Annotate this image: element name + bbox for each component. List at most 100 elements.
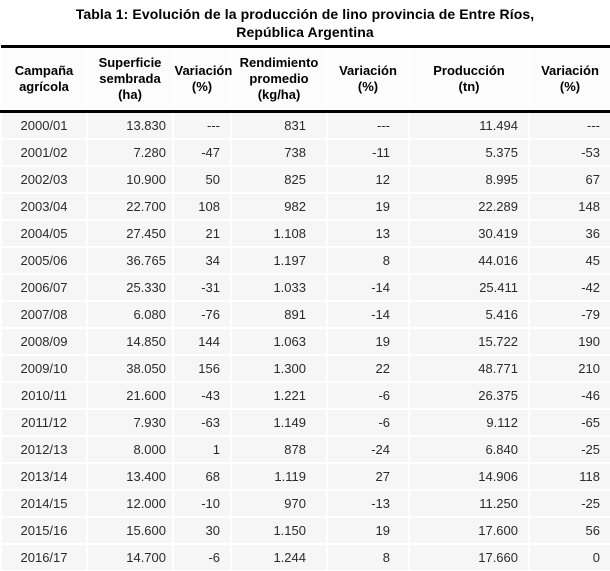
table-cell: 6.840: [408, 435, 530, 464]
table-cell: -6: [326, 408, 410, 437]
table-cell: 45: [528, 246, 610, 275]
table-row: 2014/15 12.000 -10 970 -13 11.250 -25: [0, 489, 610, 518]
table-cell: 13.830: [86, 110, 174, 140]
table-cell: -53: [528, 138, 610, 167]
table-cell: 15.722: [408, 327, 530, 356]
table-cell: 30.419: [408, 219, 530, 248]
table-cell: 156: [172, 354, 232, 383]
header-variacion-produccion: Variación (%): [528, 46, 610, 112]
table-cell: 14.850: [86, 327, 174, 356]
table-cell: -47: [172, 138, 232, 167]
table-cell: 2015/16: [0, 516, 88, 545]
table-row: 2003/04 22.700 108 982 19 22.289 148: [0, 192, 610, 221]
table-cell: 0: [528, 543, 610, 571]
table-cell: 10.900: [86, 165, 174, 194]
header-campana-agricola: Campaña agrícola: [0, 46, 88, 112]
table-cell: -31: [172, 273, 232, 302]
table-cell: 1.221: [230, 381, 328, 410]
table-row: 2005/06 36.765 34 1.197 8 44.016 45: [0, 246, 610, 275]
table-cell: 2004/05: [0, 219, 88, 248]
table-cell: 1.150: [230, 516, 328, 545]
table-cell: -11: [326, 138, 410, 167]
table-cell: 144: [172, 327, 232, 356]
table-cell: 2003/04: [0, 192, 88, 221]
table-cell: 67: [528, 165, 610, 194]
table-cell: 30: [172, 516, 232, 545]
table-cell: 22.289: [408, 192, 530, 221]
table-cell: 14.700: [86, 543, 174, 571]
table-row: 2016/17 14.700 -6 1.244 8 17.660 0: [0, 543, 610, 571]
table-cell: 210: [528, 354, 610, 383]
table-cell: 17.660: [408, 543, 530, 571]
table-row: 2002/03 10.900 50 825 12 8.995 67: [0, 165, 610, 194]
table-row: 2009/10 38.050 156 1.300 22 48.771 210: [0, 354, 610, 383]
table-cell: -79: [528, 300, 610, 329]
table-cell: 21.600: [86, 381, 174, 410]
table-cell: 56: [528, 516, 610, 545]
table-cell: 108: [172, 192, 232, 221]
table-cell: 2002/03: [0, 165, 88, 194]
table-row: 2013/14 13.400 68 1.119 27 14.906 118: [0, 462, 610, 491]
table-cell: 11.494: [408, 110, 530, 140]
table-cell: 2008/09: [0, 327, 88, 356]
table-cell: 878: [230, 435, 328, 464]
table-cell: 8.000: [86, 435, 174, 464]
table-cell: 2007/08: [0, 300, 88, 329]
table-cell: 970: [230, 489, 328, 518]
table-cell: 1.149: [230, 408, 328, 437]
table-row: 2007/08 6.080 -76 891 -14 5.416 -79: [0, 300, 610, 329]
table-cell: 2013/14: [0, 462, 88, 491]
table-cell: 7.930: [86, 408, 174, 437]
table-cell: 2016/17: [0, 543, 88, 571]
table-cell: 1.119: [230, 462, 328, 491]
table-cell: 831: [230, 110, 328, 140]
table-cell: 13.400: [86, 462, 174, 491]
table-cell: 2001/02: [0, 138, 88, 167]
table-cell: 1.063: [230, 327, 328, 356]
table-cell: 14.906: [408, 462, 530, 491]
table-cell: 68: [172, 462, 232, 491]
production-table: Campaña agrícola Superficie sembrada (ha…: [0, 45, 610, 571]
table-cell: 6.080: [86, 300, 174, 329]
table-cell: -14: [326, 273, 410, 302]
table-cell: 7.280: [86, 138, 174, 167]
table-cell: 25.330: [86, 273, 174, 302]
table-row: 2006/07 25.330 -31 1.033 -14 25.411 -42: [0, 273, 610, 302]
table-cell: -65: [528, 408, 610, 437]
table-cell: 8.995: [408, 165, 530, 194]
table-cell: 26.375: [408, 381, 530, 410]
table-cell: 36: [528, 219, 610, 248]
table-cell: 9.112: [408, 408, 530, 437]
table-cell: -43: [172, 381, 232, 410]
table-cell: 15.600: [86, 516, 174, 545]
table-title-line2: República Argentina: [236, 24, 374, 40]
table-cell: 1.197: [230, 246, 328, 275]
table-cell: 2014/15: [0, 489, 88, 518]
table-cell: -24: [326, 435, 410, 464]
table-cell: 2010/11: [0, 381, 88, 410]
table-cell: -10: [172, 489, 232, 518]
table-cell: 1.033: [230, 273, 328, 302]
table-cell: -6: [326, 381, 410, 410]
table-cell: 2000/01: [0, 110, 88, 140]
table-cell: 148: [528, 192, 610, 221]
table-cell: -14: [326, 300, 410, 329]
table-cell: 12.000: [86, 489, 174, 518]
table-cell: 19: [326, 516, 410, 545]
table-cell: 36.765: [86, 246, 174, 275]
table-cell: 1.244: [230, 543, 328, 571]
table-cell: 19: [326, 192, 410, 221]
table-cell: 118: [528, 462, 610, 491]
table-cell: 13: [326, 219, 410, 248]
table-cell: 825: [230, 165, 328, 194]
table-row: 2010/11 21.600 -43 1.221 -6 26.375 -46: [0, 381, 610, 410]
table-cell: 2006/07: [0, 273, 88, 302]
table-row: 2008/09 14.850 144 1.063 19 15.722 190: [0, 327, 610, 356]
table-cell: 17.600: [408, 516, 530, 545]
table-cell: 38.050: [86, 354, 174, 383]
table-cell: 1: [172, 435, 232, 464]
table-cell: ---: [528, 110, 610, 140]
table-cell: 48.771: [408, 354, 530, 383]
table-cell: 27: [326, 462, 410, 491]
table-cell: -63: [172, 408, 232, 437]
